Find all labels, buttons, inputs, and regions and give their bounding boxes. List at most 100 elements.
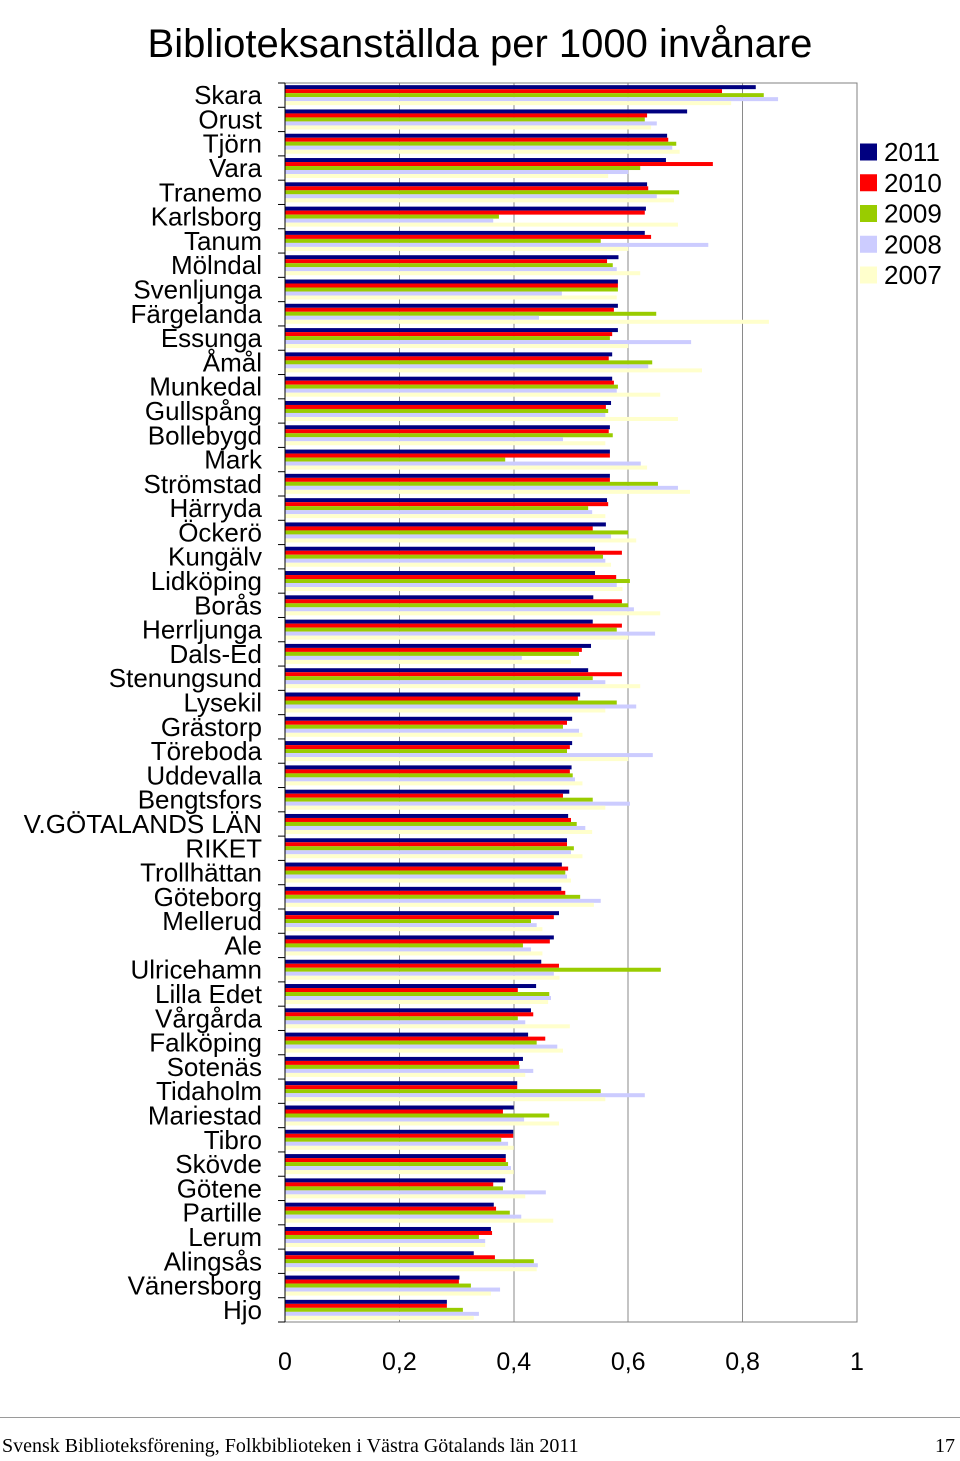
bar-2007 bbox=[285, 368, 702, 373]
bar-2007 bbox=[285, 149, 680, 154]
bar-2008 bbox=[285, 923, 537, 928]
bar-2007 bbox=[285, 1267, 537, 1272]
bar-2010 bbox=[285, 866, 569, 871]
bar-2008 bbox=[285, 680, 606, 685]
legend-swatch-2010 bbox=[860, 174, 877, 192]
bar-2010 bbox=[285, 89, 723, 94]
bar-2010 bbox=[285, 429, 609, 434]
bar-2008 bbox=[285, 777, 575, 782]
bar-2010 bbox=[285, 1206, 497, 1211]
bar-2008 bbox=[285, 1020, 526, 1025]
bar-2011 bbox=[285, 595, 594, 600]
bar-2007 bbox=[285, 1315, 474, 1320]
bar-2009 bbox=[285, 821, 577, 826]
category-label: Essunga bbox=[161, 323, 263, 353]
bar-2007 bbox=[285, 587, 623, 592]
bar-2007 bbox=[285, 757, 629, 762]
bar-2007 bbox=[285, 1048, 563, 1053]
bar-2007 bbox=[285, 1218, 554, 1223]
category-label: Vänersborg bbox=[128, 1271, 262, 1301]
bar-2007 bbox=[285, 392, 661, 397]
bar-2008 bbox=[285, 364, 649, 369]
bar-2007 bbox=[285, 271, 641, 276]
bar-2011 bbox=[285, 230, 645, 235]
bar-2011 bbox=[285, 1008, 531, 1013]
bar-2009 bbox=[285, 1137, 502, 1142]
bar-2008 bbox=[285, 728, 580, 733]
bar-2010 bbox=[285, 988, 518, 993]
category-label: Töreboda bbox=[151, 736, 263, 766]
bar-2008 bbox=[285, 558, 606, 563]
bar-2009 bbox=[285, 943, 523, 948]
bar-2010 bbox=[285, 1036, 546, 1041]
x-tick-label: 1 bbox=[850, 1348, 864, 1376]
bar-2008 bbox=[285, 291, 562, 296]
footer-text: Svensk Biblioteksförening, Folkbibliotek… bbox=[2, 1435, 579, 1457]
bar-2009 bbox=[285, 190, 680, 195]
x-axis-tick-labels: 0 0,2 0,4 0,6 0,8 1 bbox=[278, 1348, 864, 1376]
category-label: Öckerö bbox=[178, 517, 262, 547]
bar-2011 bbox=[285, 182, 648, 187]
bar-2009 bbox=[285, 603, 629, 608]
category-label: Götene bbox=[177, 1173, 262, 1203]
bar-2008 bbox=[285, 218, 494, 223]
bar-2011 bbox=[285, 425, 610, 430]
bar-2011 bbox=[285, 473, 610, 478]
category-label: Borås bbox=[194, 590, 262, 620]
bar-2011 bbox=[285, 1275, 460, 1280]
bar-2008 bbox=[285, 704, 637, 709]
bar-2011 bbox=[285, 279, 618, 284]
bar-2010 bbox=[285, 502, 609, 507]
bar-2011 bbox=[285, 1056, 523, 1061]
bar-2010 bbox=[285, 1255, 495, 1260]
category-label: Karlsborg bbox=[151, 202, 262, 232]
bar-2008 bbox=[285, 996, 551, 1001]
bar-2010 bbox=[285, 915, 554, 920]
bar-2008 bbox=[285, 340, 692, 345]
bar-2009 bbox=[285, 384, 618, 389]
bar-2008 bbox=[285, 388, 617, 393]
bar-2008 bbox=[285, 170, 629, 175]
bar-2009 bbox=[285, 749, 567, 754]
bar-2011 bbox=[285, 1178, 506, 1183]
bar-2011 bbox=[285, 838, 567, 843]
category-label: Svenljunga bbox=[133, 275, 262, 305]
bar-2008 bbox=[285, 315, 539, 320]
bar-2008 bbox=[285, 121, 657, 126]
bar-2011 bbox=[285, 911, 559, 916]
bar-2007 bbox=[285, 465, 648, 470]
bar-2011 bbox=[285, 449, 610, 454]
bar-2010 bbox=[285, 404, 606, 409]
category-label: Falköping bbox=[149, 1028, 262, 1058]
bar-2008 bbox=[285, 1141, 509, 1146]
bar-2011 bbox=[285, 1129, 514, 1134]
bar-2011 bbox=[285, 1081, 518, 1086]
bar-2009 bbox=[285, 1113, 550, 1118]
bar-2007 bbox=[285, 562, 612, 567]
bar-2007 bbox=[285, 174, 609, 179]
bar-2008 bbox=[285, 1190, 546, 1195]
bar-2011 bbox=[285, 158, 666, 163]
bar-2007 bbox=[285, 781, 583, 786]
bar-2011 bbox=[285, 692, 581, 697]
x-tick-label: 0 bbox=[278, 1348, 292, 1376]
x-tick-label: 0,8 bbox=[725, 1348, 760, 1376]
bar-2011 bbox=[285, 741, 573, 746]
bar-2011 bbox=[285, 376, 613, 381]
bar-2007 bbox=[285, 295, 617, 300]
category-label: Härryda bbox=[170, 493, 263, 523]
bar-chart: Biblioteksanställda per 1000 invånare Sk… bbox=[24, 22, 942, 1376]
bar-2011 bbox=[285, 133, 668, 138]
bar-2011 bbox=[285, 886, 562, 891]
bar-2008 bbox=[285, 801, 630, 806]
bar-2010 bbox=[285, 745, 570, 750]
bar-2010 bbox=[285, 769, 570, 774]
category-label: Lidköping bbox=[151, 566, 262, 596]
bar-2010 bbox=[285, 526, 593, 531]
bar-2007 bbox=[285, 1194, 526, 1199]
bar-2010 bbox=[285, 1060, 519, 1065]
bar-2009 bbox=[285, 1283, 471, 1288]
category-label: Gullspång bbox=[145, 396, 262, 426]
category-label: Vårgårda bbox=[155, 1003, 262, 1033]
bar-2010 bbox=[285, 259, 608, 264]
